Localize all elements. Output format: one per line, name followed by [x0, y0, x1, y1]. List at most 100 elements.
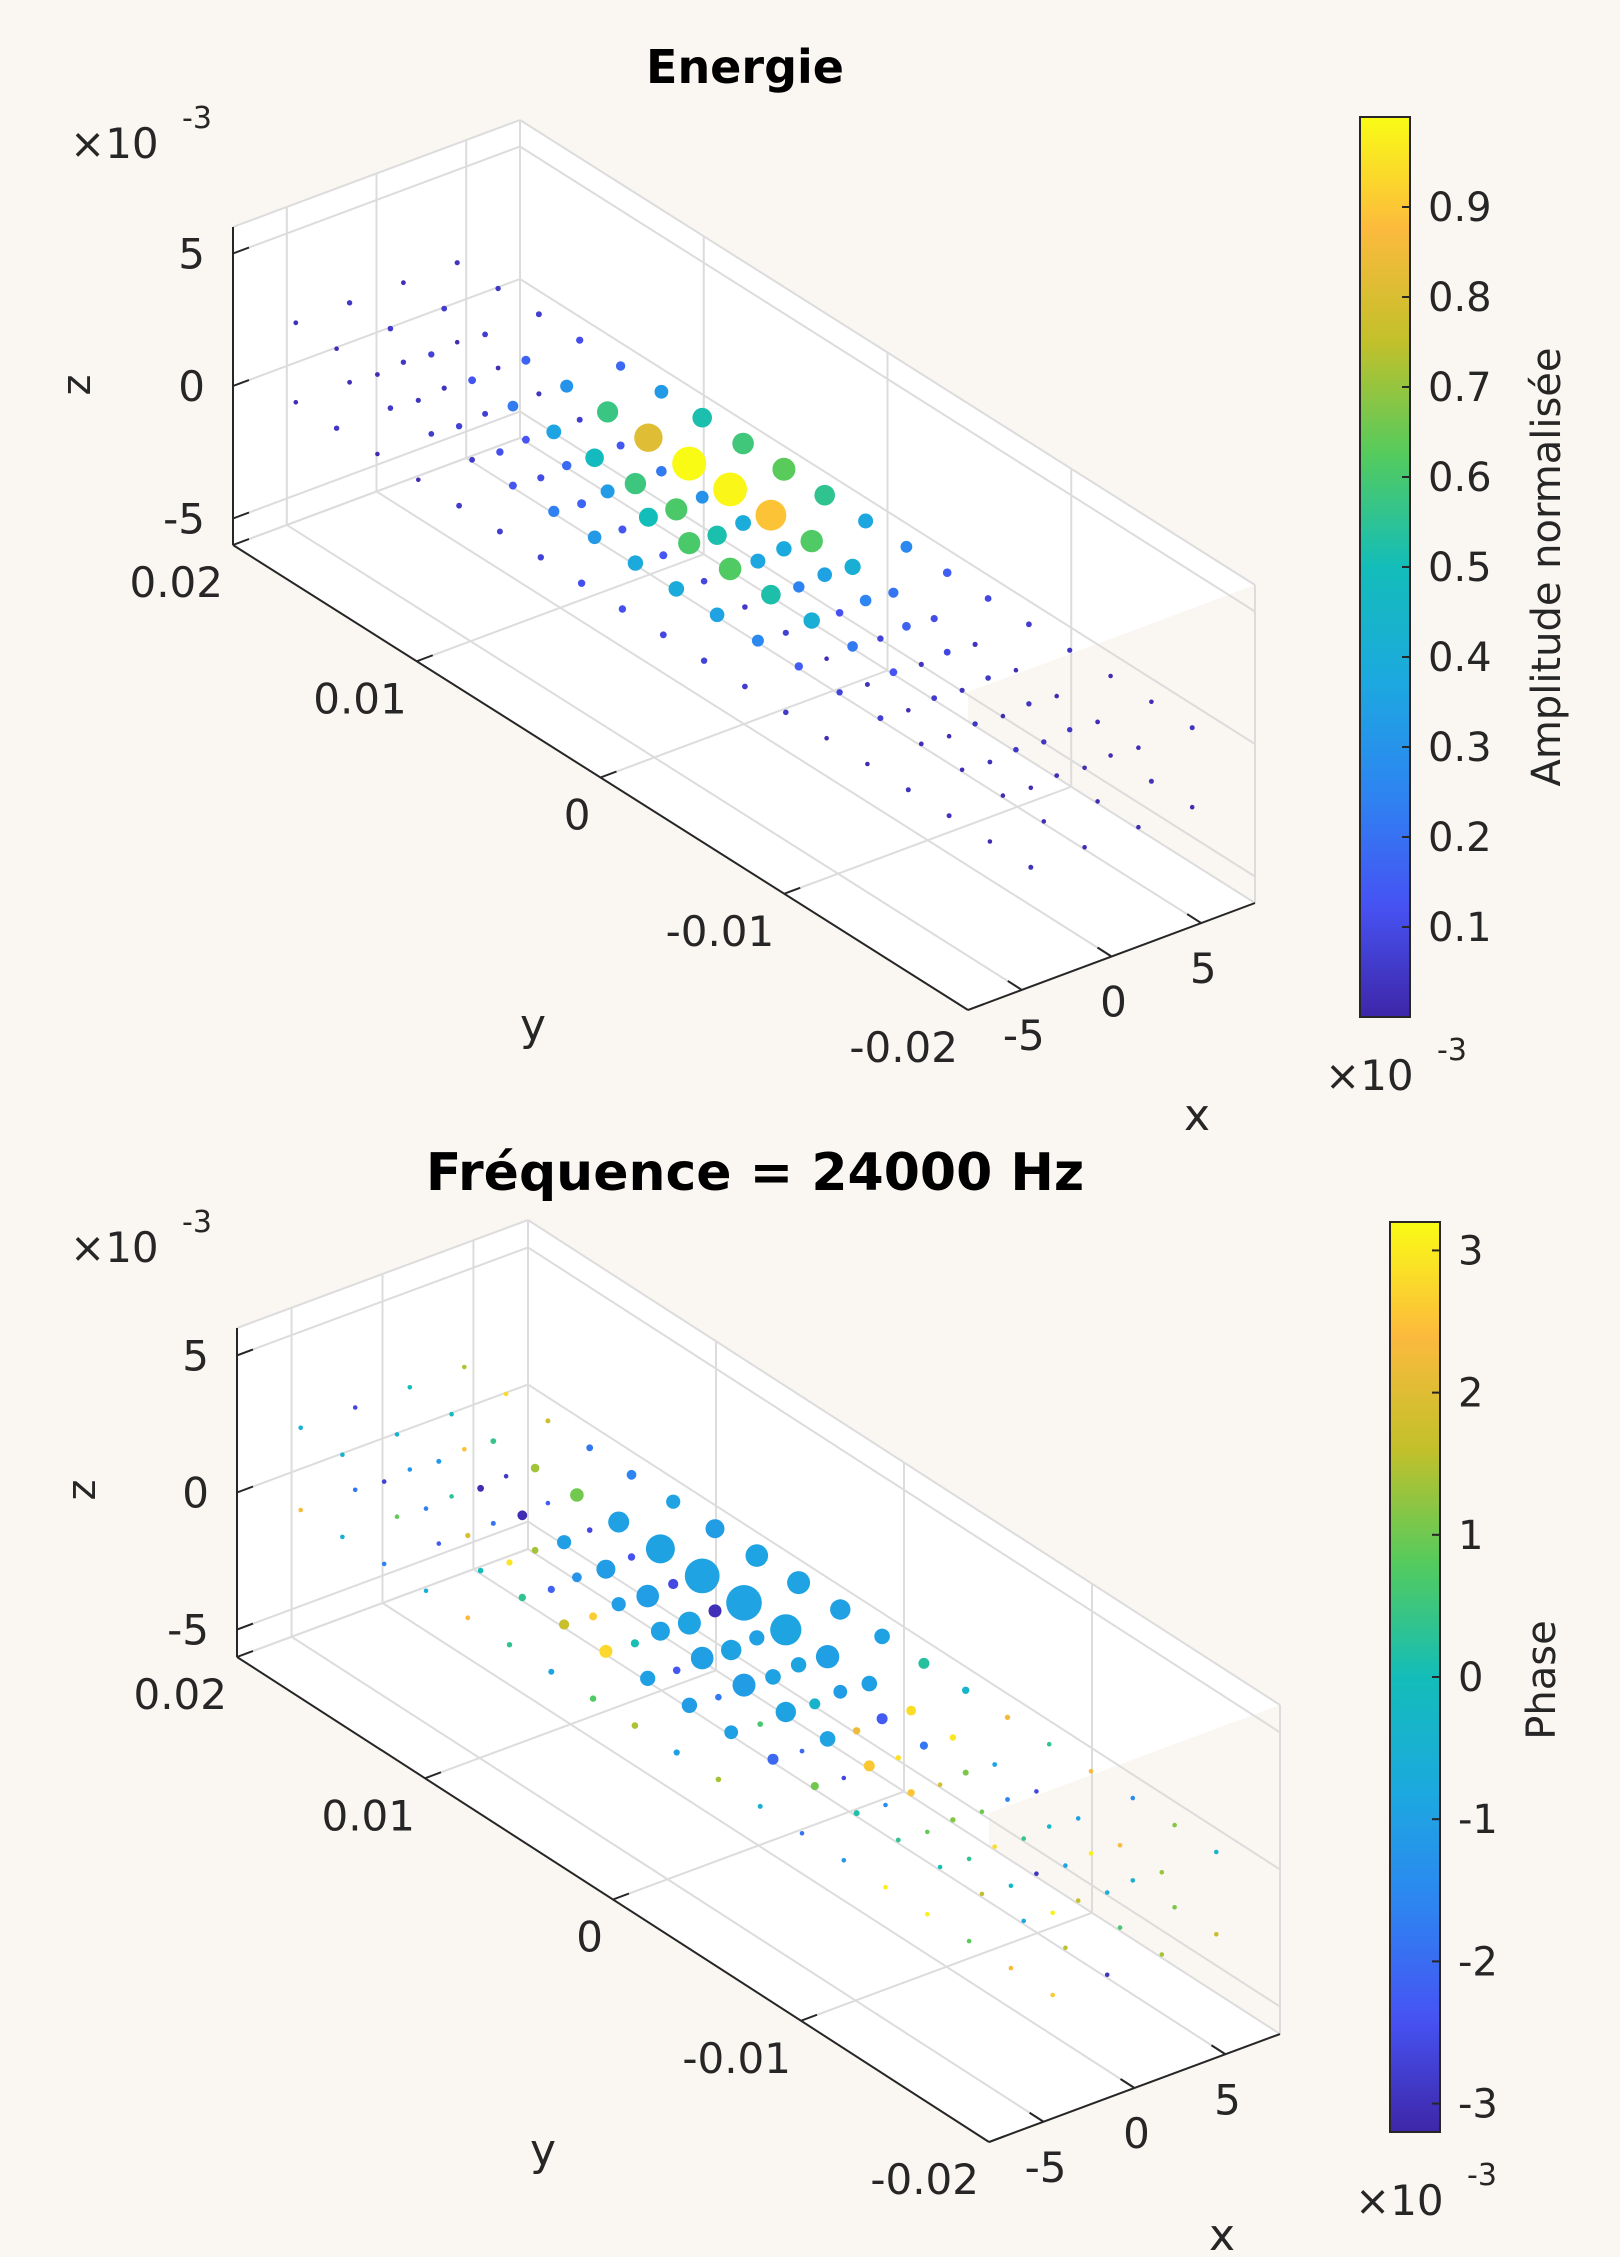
energy-point — [387, 405, 394, 411]
energy-point — [918, 741, 924, 747]
phase-point — [298, 1507, 304, 1513]
energy-points — [293, 260, 1195, 870]
energy-point — [665, 498, 688, 521]
phase-point — [503, 1473, 509, 1479]
phase-point — [715, 1776, 722, 1783]
phase-point — [1063, 1945, 1068, 1951]
energy-point — [375, 451, 380, 457]
phase-point — [506, 1642, 513, 1648]
energy-point — [761, 584, 781, 605]
y-tick-label: 0.01 — [313, 674, 407, 723]
phase-point — [937, 1782, 943, 1787]
energy-point — [959, 687, 965, 693]
energy-point — [577, 579, 586, 587]
phase-point — [966, 1856, 972, 1862]
energy-point — [905, 787, 911, 793]
phase-point — [767, 1753, 779, 1765]
energy-axes-box — [233, 120, 1255, 1010]
energy-point — [987, 759, 993, 765]
energy-point — [942, 568, 952, 577]
colorbar-tick-label: 0.5 — [1428, 545, 1492, 591]
y-tick-label: -0.02 — [849, 1023, 958, 1072]
phase-point — [407, 1467, 413, 1472]
phase-point — [1130, 1795, 1136, 1801]
x-tick-label: 0 — [1123, 2109, 1150, 2158]
phase-point — [352, 1487, 358, 1493]
energy-point — [987, 839, 993, 844]
phase-point — [518, 1593, 526, 1602]
energy-colorbar-label: Amplitude normalisée — [1524, 347, 1570, 786]
energy-point — [803, 612, 820, 629]
colorbar-tick-label: 0 — [1458, 1655, 1483, 1701]
energy-point — [732, 432, 754, 455]
phase-point — [815, 1645, 840, 1669]
energy-point — [334, 346, 339, 352]
phase-point — [352, 1405, 358, 1410]
phase-point — [979, 1809, 985, 1814]
energy-point — [889, 668, 898, 677]
energy-point — [597, 401, 619, 423]
phase-point — [918, 1657, 930, 1669]
energy-point — [560, 379, 574, 393]
grid-line — [236, 1246, 529, 1357]
phase-point — [799, 1831, 805, 1836]
phase-point — [863, 1760, 875, 1772]
energy-point — [1028, 785, 1034, 791]
x-tick-label: -5 — [1025, 2143, 1067, 2192]
energy-point — [615, 361, 626, 371]
phase-point — [570, 1488, 584, 1502]
energy-point — [1067, 727, 1073, 733]
phase-point — [724, 1725, 739, 1740]
z-tick-label: -5 — [167, 1606, 209, 1655]
frequency-title: Fréquence = 24000 Hz — [426, 1143, 1084, 1203]
phase-point — [449, 1411, 454, 1417]
y-tick — [967, 1003, 985, 1011]
colorbar-tick-label: 0.9 — [1428, 185, 1492, 231]
phase-point — [876, 1713, 888, 1725]
phase-point — [672, 1666, 681, 1675]
phase-point — [626, 1469, 637, 1480]
energy-point — [755, 499, 787, 531]
phase-point — [572, 1572, 582, 1583]
colorbar-tick-label: 0.3 — [1428, 725, 1492, 771]
energy-point — [844, 558, 861, 576]
y-tick-label: -0.01 — [682, 2034, 791, 2083]
phase-point — [775, 1701, 796, 1723]
phase-point — [589, 1695, 597, 1702]
energy-point — [1108, 753, 1113, 758]
phase-point — [861, 1675, 878, 1692]
phase-point — [545, 1500, 551, 1506]
frequency-x-label: x — [1209, 2210, 1235, 2257]
energy-point — [600, 484, 615, 499]
x-tick — [1096, 946, 1113, 958]
energy-point — [877, 715, 884, 722]
colorbar-tick-label: 2 — [1458, 1371, 1483, 1417]
x-tick-label: 5 — [1214, 2075, 1241, 2124]
energy-z-exp-power: -3 — [182, 101, 212, 136]
energy-point — [401, 280, 406, 286]
phase-point — [449, 1494, 454, 1499]
x-tick — [1186, 913, 1202, 924]
phase-point — [1130, 1878, 1136, 1883]
phase-point — [770, 1614, 802, 1646]
energy-point — [943, 648, 951, 656]
energy-point — [931, 695, 938, 701]
colorbar-tick-label: -2 — [1458, 1939, 1498, 1985]
energy-point — [415, 397, 421, 403]
z-tick — [236, 1348, 254, 1357]
energy-point — [692, 407, 712, 428]
energy-point — [918, 661, 924, 668]
frequency-colorbar-ticks: 3 2 1 0 -1 -2 -3 — [1432, 1228, 1498, 2128]
phase-point — [966, 1938, 972, 1944]
phase-point — [841, 1858, 847, 1863]
box-edge — [236, 1219, 529, 1329]
phase-point — [1008, 1883, 1014, 1889]
energy-point — [616, 441, 625, 450]
energy-point — [672, 446, 707, 481]
phase-point — [1214, 1932, 1219, 1937]
z-tick-label: 0 — [182, 1469, 209, 1518]
y-tick-label: 0 — [564, 791, 591, 840]
x-tick-label: 0 — [1100, 978, 1127, 1027]
energy-point — [1013, 746, 1019, 753]
x-tick — [1210, 2044, 1226, 2056]
